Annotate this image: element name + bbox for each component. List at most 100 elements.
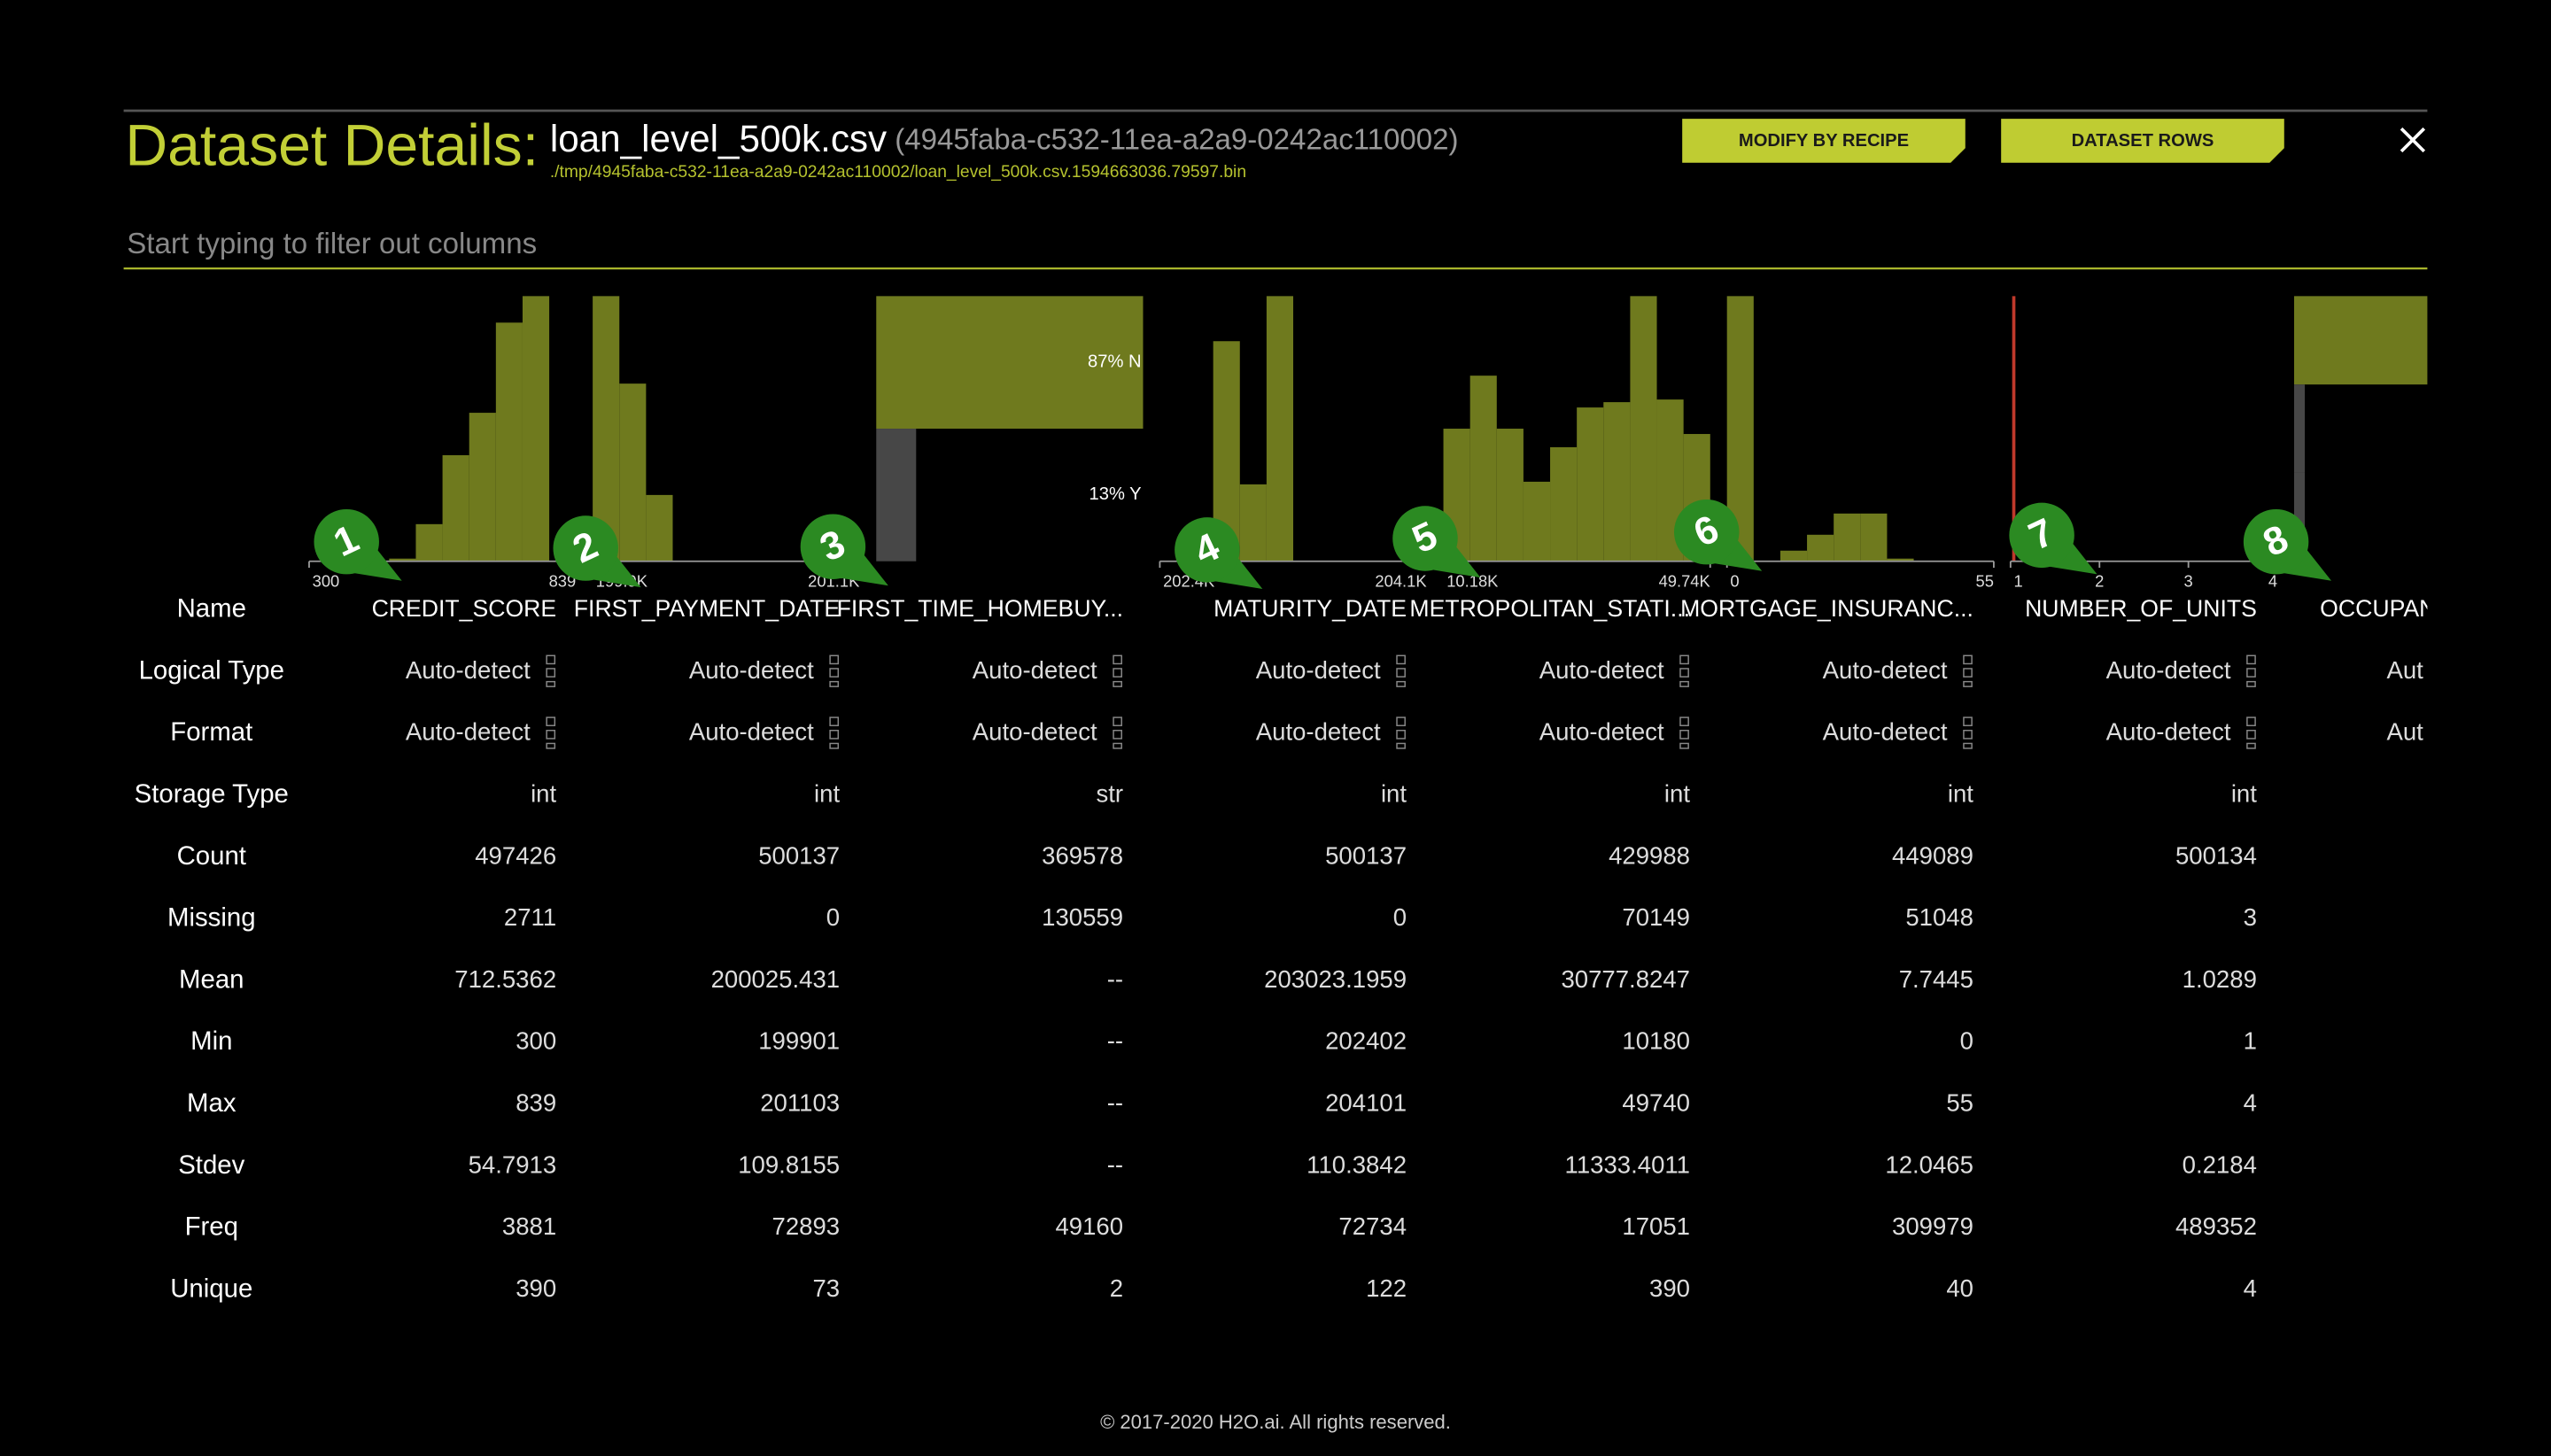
type-select[interactable]: Auto-detect [973,656,1097,684]
button-label[interactable]: MODIFY BY RECIPE [1739,131,1909,151]
select-icon[interactable] [1396,742,1406,749]
button[interactable]: DATASET ROWS [2001,119,2284,163]
axis-label: 0 [1730,571,1739,590]
cell: 4 [2244,1088,2257,1116]
select-icon[interactable] [829,730,840,740]
cell: 429988 [1609,841,1690,869]
category-bar [2293,296,2428,385]
select-icon[interactable] [1679,680,1689,687]
type-select[interactable]: Auto-detect [406,718,531,746]
button[interactable]: MODIFY BY RECIPE [1682,119,1966,163]
column-name: MORTGAGE_INSURANC... [1680,595,1973,622]
cell: 369578 [1042,841,1123,869]
type-select[interactable]: Auto-detect [1256,656,1381,684]
select-icon[interactable] [1396,668,1406,678]
category-bar [876,429,917,561]
select-icon[interactable] [1679,654,1689,665]
select-icon[interactable] [1396,680,1406,687]
cell: 40 [1946,1274,1973,1302]
select-icon[interactable] [546,668,556,678]
type-select[interactable]: Auto-detect [1256,718,1381,746]
button-shape[interactable] [1682,119,1966,163]
select-icon[interactable] [2246,680,2256,687]
select-icon[interactable] [2246,654,2256,665]
button-label[interactable]: DATASET ROWS [2072,131,2214,151]
select-icon[interactable] [1963,680,1973,687]
row-label: Logical Type [139,655,284,685]
histogram-bar [1523,481,1551,561]
select-icon[interactable] [1963,668,1973,678]
cell: 55 [1946,1088,1973,1116]
cell: 1 [2244,1027,2257,1055]
type-select[interactable]: Auto-detect [973,718,1097,746]
select-icon[interactable] [1113,730,1122,740]
select-icon[interactable] [1113,680,1122,687]
select-icon[interactable] [1963,716,1973,726]
cell: int [531,780,556,808]
step-marker: 7 [2009,502,2097,575]
cell: 309979 [1892,1212,1973,1240]
type-select[interactable]: Auto-detect [689,718,814,746]
select-icon[interactable] [1113,716,1122,726]
select-icon[interactable] [2246,716,2256,726]
select-icon[interactable] [546,742,556,749]
select-icon[interactable] [1396,654,1406,665]
close-button[interactable] [2400,127,2426,153]
select-icon[interactable] [1679,730,1689,740]
select-icon[interactable] [1963,742,1973,749]
select-icon[interactable] [1679,716,1689,726]
type-select[interactable]: Auto-detect [2106,656,2231,684]
type-select[interactable]: Auto-detect [2106,718,2231,746]
axis-label: 839 [549,571,577,590]
page-title: Dataset Details: [125,113,539,179]
type-select[interactable]: Auto-detect [1539,718,1664,746]
axis-label: 49.74K [1659,571,1711,590]
file-name: loan_level_500k.csv [550,118,887,159]
type-select[interactable]: Auto-detect [406,656,531,684]
select-icon[interactable] [546,716,556,726]
histogram-bar [1887,558,1914,561]
select-icon[interactable] [2246,730,2256,740]
select-icon[interactable] [1963,730,1973,740]
step-marker: 2 [553,515,641,588]
cell: 73 [812,1274,840,1302]
type-select[interactable]: Auto-detect [1823,718,1948,746]
histogram-bar [646,494,673,561]
histogram-bar [1469,376,1497,561]
cell: 500137 [1325,841,1407,869]
cell: -- [1107,1027,1123,1055]
select-icon[interactable] [1113,668,1122,678]
select-icon[interactable] [2246,742,2256,749]
marker-head [553,515,618,581]
marker-head [1392,506,1458,571]
cell: 3 [2244,903,2257,931]
select-icon[interactable] [1113,742,1122,749]
type-select[interactable]: Auto-detect [1539,656,1664,684]
select-icon[interactable] [1396,716,1406,726]
cell: -- [1107,1088,1123,1116]
select-icon[interactable] [1679,668,1689,678]
select-icon[interactable] [829,668,840,678]
select-icon[interactable] [1396,730,1406,740]
select-icon[interactable] [1963,654,1973,665]
type-select[interactable]: Auto-detect [689,656,814,684]
select-icon[interactable] [1679,742,1689,749]
select-icon[interactable] [829,654,840,665]
histogram-bar [1496,429,1524,561]
select-icon[interactable] [829,716,840,726]
select-icon[interactable] [2246,668,2256,678]
select-icon[interactable] [829,742,840,749]
type-select[interactable]: Auto-detect [1823,656,1948,684]
select-icon[interactable] [546,680,556,687]
button-shape[interactable] [2001,119,2284,163]
select-icon[interactable] [829,680,840,687]
filter-input[interactable]: Start typing to filter out columns [127,228,537,260]
select-icon[interactable] [1113,654,1122,665]
select-icon[interactable] [546,654,556,665]
histogram-bar [442,454,469,561]
close-stroke[interactable] [2400,127,2426,153]
select-icon[interactable] [546,730,556,740]
cell: 11333.4011 [1565,1150,1690,1178]
histogram-bar [495,322,523,561]
